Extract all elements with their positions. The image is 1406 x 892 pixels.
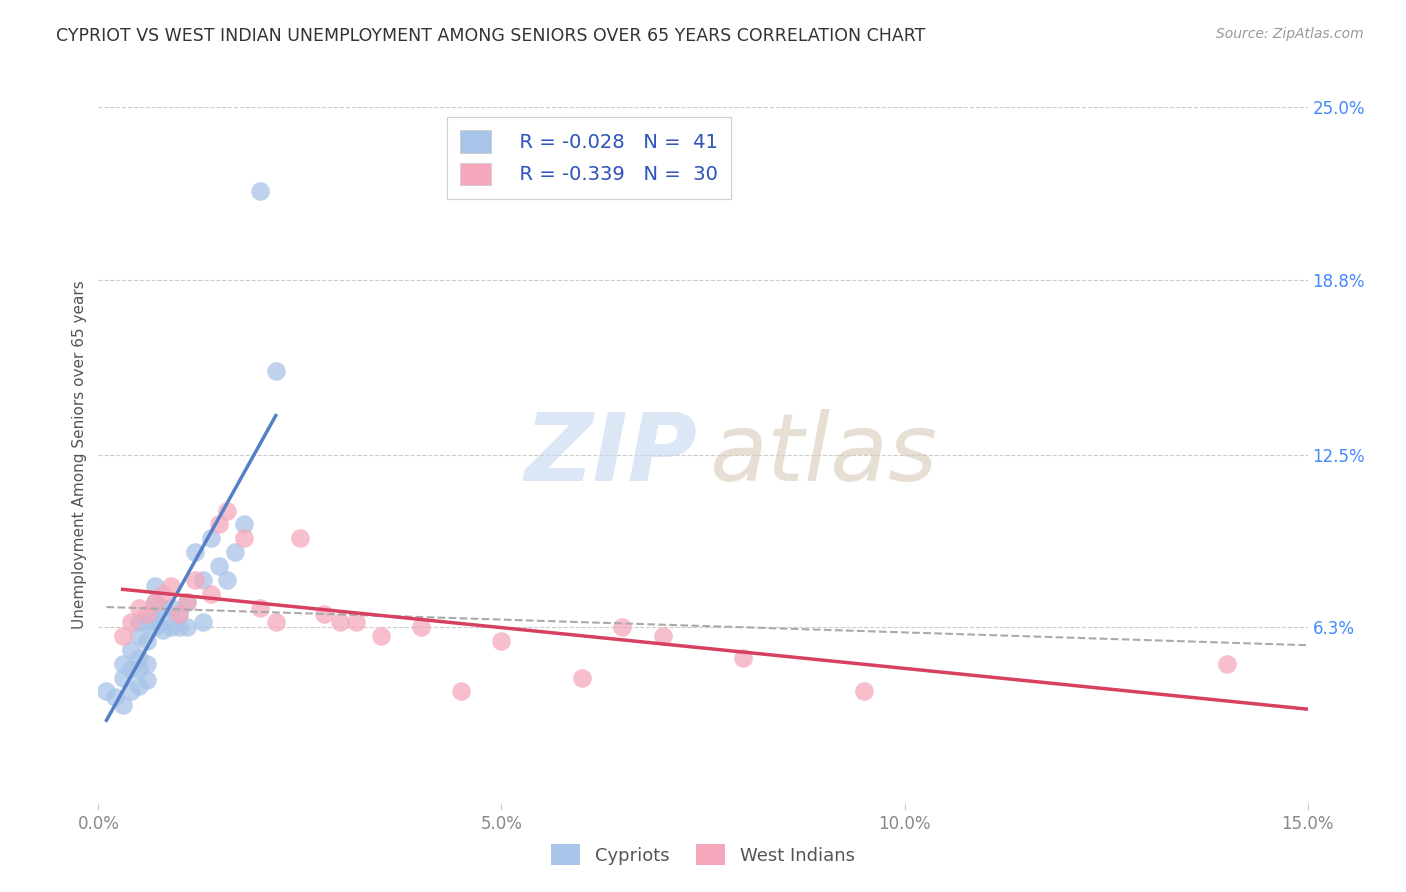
Legend:   R = -0.028   N =  41,   R = -0.339   N =  30: R = -0.028 N = 41, R = -0.339 N = 30	[447, 117, 731, 199]
Point	[103, 690, 125, 704]
Point	[111, 698, 134, 713]
Point	[184, 573, 207, 587]
Point	[160, 601, 183, 615]
Point	[612, 620, 634, 634]
Point	[217, 573, 239, 587]
Point	[193, 615, 215, 629]
Point	[120, 615, 142, 629]
Point	[111, 657, 134, 671]
Point	[264, 615, 287, 629]
Point	[135, 673, 157, 688]
Point	[120, 642, 142, 657]
Point	[1216, 657, 1239, 671]
Point	[176, 595, 198, 609]
Point	[143, 579, 166, 593]
Point	[853, 684, 876, 698]
Point	[167, 607, 190, 621]
Point	[571, 671, 593, 685]
Legend: Cypriots, West Indians: Cypriots, West Indians	[543, 835, 863, 874]
Point	[143, 595, 166, 609]
Point	[167, 620, 190, 634]
Point	[143, 607, 166, 621]
Point	[264, 364, 287, 378]
Point	[135, 615, 157, 629]
Point	[167, 607, 190, 621]
Point	[450, 684, 472, 698]
Text: CYPRIOT VS WEST INDIAN UNEMPLOYMENT AMONG SENIORS OVER 65 YEARS CORRELATION CHAR: CYPRIOT VS WEST INDIAN UNEMPLOYMENT AMON…	[56, 27, 925, 45]
Point	[135, 607, 157, 621]
Y-axis label: Unemployment Among Seniors over 65 years: Unemployment Among Seniors over 65 years	[72, 281, 87, 629]
Text: atlas: atlas	[709, 409, 938, 500]
Point	[208, 517, 231, 532]
Point	[184, 545, 207, 559]
Point	[491, 634, 513, 648]
Point	[160, 620, 183, 634]
Point	[143, 615, 166, 629]
Point	[200, 587, 222, 601]
Point	[152, 601, 174, 615]
Point	[128, 601, 150, 615]
Point	[193, 573, 215, 587]
Point	[344, 615, 367, 629]
Point	[120, 684, 142, 698]
Point	[249, 184, 271, 198]
Point	[409, 620, 432, 634]
Point	[160, 579, 183, 593]
Point	[128, 679, 150, 693]
Point	[176, 620, 198, 634]
Point	[329, 615, 352, 629]
Point	[249, 601, 271, 615]
Point	[651, 629, 673, 643]
Text: ZIP: ZIP	[524, 409, 697, 501]
Point	[224, 545, 246, 559]
Point	[370, 629, 392, 643]
Point	[176, 595, 198, 609]
Point	[128, 615, 150, 629]
Point	[314, 607, 336, 621]
Point	[135, 657, 157, 671]
Point	[217, 503, 239, 517]
Point	[128, 629, 150, 643]
Text: Source: ZipAtlas.com: Source: ZipAtlas.com	[1216, 27, 1364, 41]
Point	[128, 651, 150, 665]
Point	[200, 532, 222, 546]
Point	[152, 587, 174, 601]
Point	[152, 624, 174, 638]
Point	[143, 595, 166, 609]
Point	[733, 651, 755, 665]
Point	[232, 532, 254, 546]
Point	[96, 684, 118, 698]
Point	[208, 559, 231, 574]
Point	[128, 662, 150, 676]
Point	[111, 629, 134, 643]
Point	[288, 532, 311, 546]
Point	[143, 620, 166, 634]
Point	[120, 662, 142, 676]
Point	[232, 517, 254, 532]
Point	[135, 634, 157, 648]
Point	[152, 615, 174, 629]
Point	[111, 671, 134, 685]
